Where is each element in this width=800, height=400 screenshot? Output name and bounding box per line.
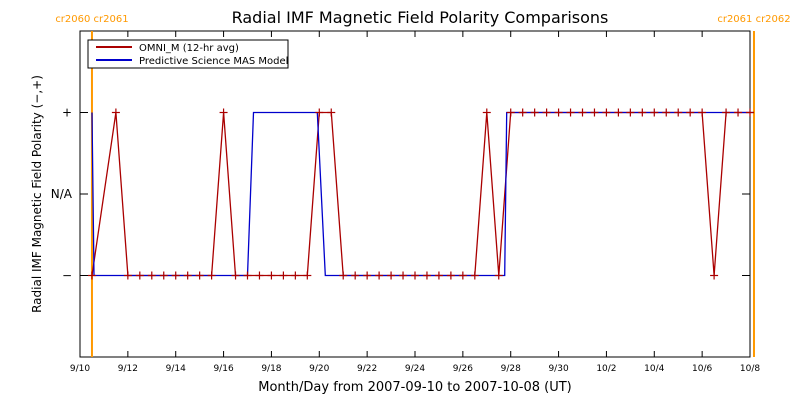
- x-tick-label: 9/30: [548, 364, 568, 374]
- omni-point: [518, 108, 527, 117]
- omni-point: [650, 108, 659, 117]
- omni-point: [87, 271, 96, 280]
- omni-point: [746, 108, 754, 117]
- omni-point: [710, 271, 719, 280]
- y-tick-label: N/A: [51, 187, 73, 201]
- omni-point: [399, 271, 408, 280]
- omni-point: [387, 271, 396, 280]
- series-layer: [87, 108, 754, 280]
- carrington-marker-label: cr2060 cr2061: [55, 14, 128, 25]
- x-tick-label: 9/28: [501, 364, 521, 374]
- x-tick-label: 9/12: [118, 364, 138, 374]
- omni-point: [339, 271, 348, 280]
- carrington-markers: [90, 31, 755, 357]
- omni-point: [554, 108, 563, 117]
- x-tick-label: 9/22: [357, 364, 377, 374]
- x-tick-label: 9/26: [453, 364, 473, 374]
- omni-point: [363, 271, 372, 280]
- omni-point: [614, 108, 623, 117]
- x-axis-title: Month/Day from 2007-09-10 to 2007-10-08 …: [258, 380, 571, 395]
- axis-ticks: 9/10 9/12 9/14 9/16 9/18 9/20 9/22 9/24 9/26 9/28…: [51, 31, 760, 374]
- omni-point: [351, 271, 360, 280]
- omni-point: [375, 271, 384, 280]
- omni-point: [578, 108, 587, 117]
- omni-point: [183, 271, 192, 280]
- y-axis-title: Radial IMF Magnetic Field Polarity (−,+): [30, 75, 44, 313]
- legend-box: [87, 39, 289, 69]
- omni-point: [566, 108, 575, 117]
- omni-point: [411, 271, 419, 280]
- omni-point: [327, 108, 336, 117]
- omni-point: [626, 108, 635, 117]
- legend: OMNI_M (12-hr avg) Predictive Science MA…: [87, 39, 289, 69]
- omni-point: [458, 271, 467, 280]
- omni-point: [111, 108, 120, 117]
- omni-point: [662, 108, 671, 117]
- chart-title: Radial IMF Magnetic Field Polarity Compa…: [232, 8, 609, 27]
- x-tick-label: 9/24: [405, 364, 425, 374]
- omni-point: [159, 271, 168, 280]
- omni-point: [267, 271, 276, 280]
- omni-point: [243, 271, 252, 280]
- x-tick-label: 10/6: [692, 364, 712, 374]
- carrington-marker-labels: cr2060 cr2061 cr2061 cr2062: [55, 14, 790, 25]
- omni-point: [542, 108, 551, 117]
- carrington-marker-label: cr2061 cr2062: [717, 14, 790, 25]
- omni-point: [279, 271, 288, 280]
- omni-point: [303, 271, 312, 280]
- x-tick-label: 10/8: [740, 364, 760, 374]
- x-tick-label: 9/10: [70, 364, 90, 374]
- omni-point: [219, 108, 228, 117]
- omni-point: [734, 108, 743, 117]
- x-tick-label: 9/16: [213, 364, 233, 374]
- omni-point: [195, 271, 204, 280]
- omni-point: [255, 271, 264, 280]
- omni-point: [482, 108, 491, 117]
- omni-point: [147, 271, 156, 280]
- omni-point: [446, 271, 455, 280]
- x-tick-label: 9/20: [309, 364, 329, 374]
- omni-point: [231, 271, 240, 280]
- omni-point: [207, 271, 216, 280]
- omni-point: [674, 108, 683, 117]
- omni-point: [123, 271, 132, 280]
- omni-point: [494, 271, 503, 280]
- omni-point: [422, 271, 431, 280]
- omni-point: [315, 108, 324, 117]
- omni-point: [686, 108, 695, 117]
- omni-point: [135, 271, 144, 280]
- x-tick-label: 9/14: [166, 364, 186, 374]
- x-tick-label: 9/18: [261, 364, 281, 374]
- omni-point: [698, 108, 707, 117]
- legend-label-omni: OMNI_M (12-hr avg): [139, 43, 239, 54]
- omni-point: [722, 108, 731, 117]
- y-tick-label: −: [62, 269, 72, 283]
- omni-point: [434, 271, 443, 280]
- x-tick-label: 10/4: [644, 364, 664, 374]
- omni-point: [602, 108, 611, 117]
- legend-label-mas: Predictive Science MAS Model: [139, 56, 288, 67]
- omni-point: [530, 108, 539, 117]
- omni-point: [506, 108, 515, 117]
- omni-point: [590, 108, 599, 117]
- y-tick-label: +: [62, 106, 72, 120]
- omni-point: [470, 271, 479, 280]
- omni-point: [291, 271, 300, 280]
- omni-point: [638, 108, 647, 117]
- x-tick-label: 10/2: [596, 364, 616, 374]
- omni-point: [171, 271, 180, 280]
